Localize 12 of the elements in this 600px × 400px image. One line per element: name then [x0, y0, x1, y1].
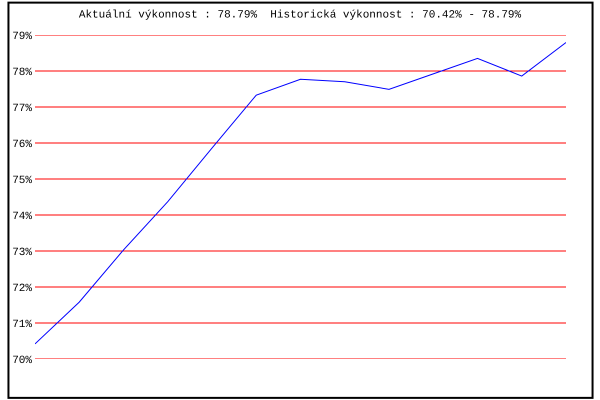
y-tick-label: 75%	[12, 174, 32, 187]
y-tick-label: 76%	[12, 138, 32, 151]
y-tick-label: 78%	[12, 66, 32, 79]
y-tick-label: 71%	[12, 318, 32, 331]
y-tick-label: 74%	[12, 210, 32, 223]
chart-title: Aktuální výkonnost : 78.79% Historická výkonnost : 70.42% - 78.79%	[78, 10, 522, 22]
y-tick-label: 72%	[12, 282, 32, 295]
y-tick-label: 73%	[12, 246, 32, 259]
y-tick-label: 79%	[12, 30, 32, 43]
y-tick-label: 70%	[12, 354, 32, 367]
y-tick-label: 77%	[12, 102, 32, 115]
line-series	[35, 42, 566, 344]
